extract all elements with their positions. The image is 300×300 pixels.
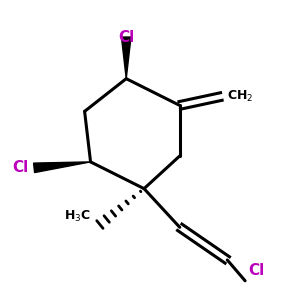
Polygon shape (34, 162, 91, 172)
Text: Cl: Cl (12, 160, 28, 175)
Polygon shape (122, 37, 131, 79)
Text: H$_3$C: H$_3$C (64, 209, 91, 224)
Text: Cl: Cl (118, 30, 134, 45)
Text: Cl: Cl (248, 263, 264, 278)
Text: CH$_2$: CH$_2$ (227, 89, 254, 104)
